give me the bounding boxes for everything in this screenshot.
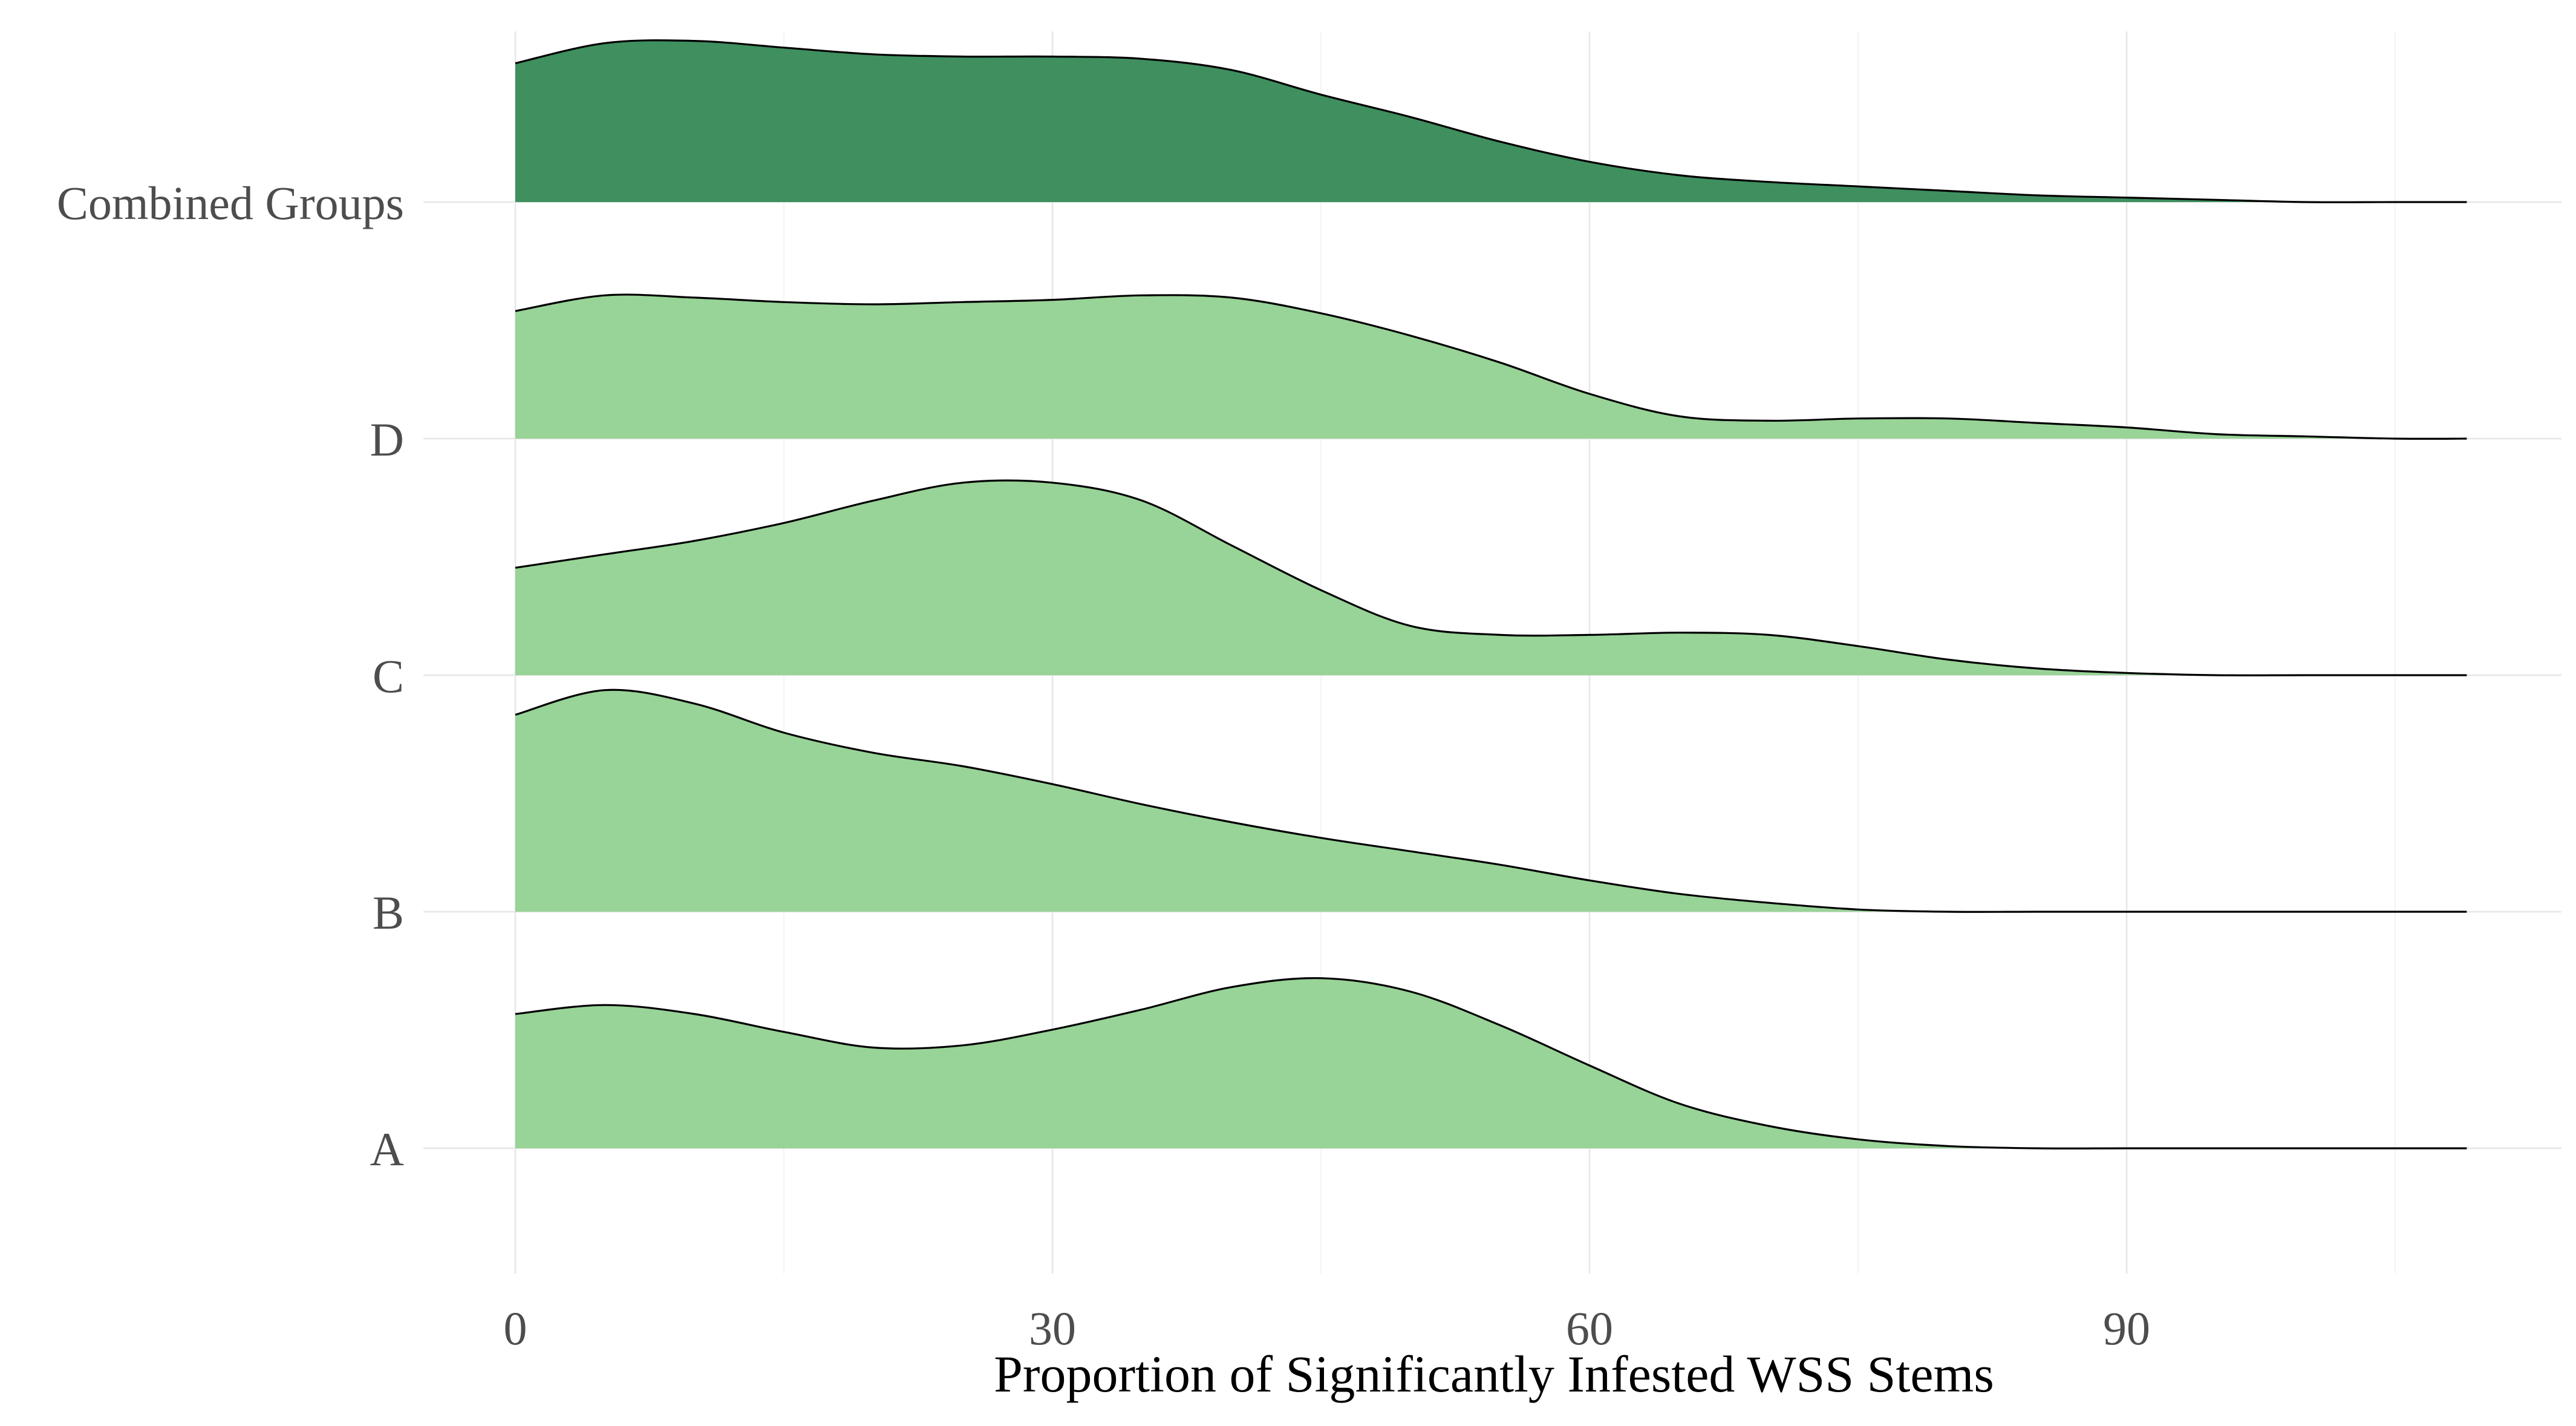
y-tick-label: D: [370, 413, 404, 466]
x-axis-title: Proportion of Significantly Infested WSS…: [994, 1345, 1994, 1403]
x-tick-label: 30: [1029, 1302, 1076, 1355]
density-ridges: [515, 39, 2467, 1150]
x-tick-label: 0: [504, 1302, 527, 1355]
y-axis-labels: A B C D Combined Groups: [57, 177, 404, 1176]
ridge-outline-combined-groups: [515, 39, 2467, 203]
y-tick-label: C: [373, 650, 404, 702]
x-tick-label: 90: [2103, 1302, 2150, 1355]
ridge-fill-a: [515, 978, 2467, 1149]
x-tick-label: 60: [1566, 1302, 1613, 1355]
y-tick-label: Combined Groups: [57, 177, 404, 229]
ridge-outline-d: [515, 293, 2467, 440]
y-tick-label: A: [370, 1123, 404, 1176]
x-axis-labels: 0 30 60 90: [504, 1302, 2151, 1355]
ridge-fill-d: [515, 294, 2467, 439]
ridge-fill-b: [515, 690, 2467, 912]
ridge-outline-c: [515, 479, 2467, 676]
ridge-fill-c: [515, 480, 2467, 676]
ridge-d: [515, 293, 2467, 440]
ridge-fill-combined-groups: [515, 40, 2467, 203]
y-tick-label: B: [373, 886, 404, 939]
ridge-combined-groups: [515, 39, 2467, 203]
ridge-outline-a: [515, 977, 2467, 1150]
ridge-b: [515, 688, 2467, 913]
ridge-a: [515, 977, 2467, 1150]
ridge-outline-b: [515, 688, 2467, 913]
ridge-c: [515, 479, 2467, 676]
